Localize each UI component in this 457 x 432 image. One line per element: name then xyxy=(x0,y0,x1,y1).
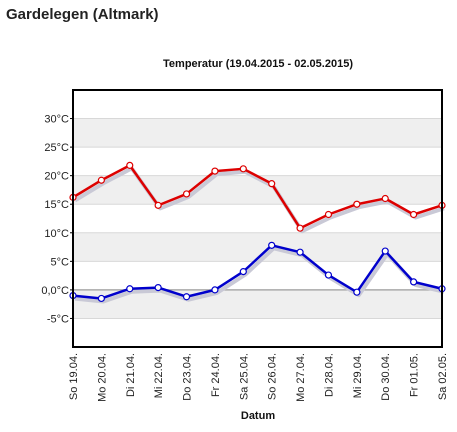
data-point xyxy=(97,176,105,184)
chart-title: Temperatur (19.04.2015 - 02.05.2015) xyxy=(163,58,353,70)
y-tick-label: 15°C xyxy=(44,199,69,211)
data-point xyxy=(324,210,333,219)
plot-frame xyxy=(72,89,443,348)
data-point xyxy=(154,284,162,292)
data-point xyxy=(126,285,134,293)
y-tick-label: 0,0°C xyxy=(41,285,69,297)
y-tick-label: 20°C xyxy=(44,171,69,183)
y-tick-label: 10°C xyxy=(44,228,69,240)
y-tick-label: 30°C xyxy=(44,114,69,126)
series-line xyxy=(72,164,443,230)
data-point xyxy=(211,286,219,294)
x-tick-label: Mi 29.04. xyxy=(352,353,364,398)
series-shadow xyxy=(74,246,445,304)
data-point xyxy=(381,247,389,255)
x-axis-ticks: So 19.04. Mo 20.04. Di 21.04. Mi 22.04. Do 2… xyxy=(68,353,449,402)
y-axis-ticks: 30°C 25°C 20°C 15°C 10°C 5°C 0,0°C -5°C xyxy=(41,114,73,325)
x-tick-label: Do 30.04. xyxy=(380,353,392,401)
x-tick-label: So 19.04. xyxy=(68,353,80,400)
data-point xyxy=(353,200,361,208)
x-tick-label: So 26.04. xyxy=(267,353,279,400)
x-tick-label: Mi 22.04. xyxy=(153,353,165,398)
data-point xyxy=(296,224,304,232)
series-group xyxy=(69,161,446,304)
x-tick-label: Sa 02.05. xyxy=(437,353,449,400)
y-tick-label: -5°C xyxy=(47,313,69,325)
y-tick-label: 5°C xyxy=(51,256,70,268)
data-point xyxy=(154,201,162,209)
data-point xyxy=(410,210,418,219)
data-point xyxy=(239,165,247,173)
data-point xyxy=(268,180,276,188)
data-point xyxy=(97,294,105,303)
x-tick-label: Mo 27.04. xyxy=(295,353,307,402)
data-point xyxy=(182,190,191,198)
series-line xyxy=(72,244,443,300)
data-point xyxy=(239,268,247,276)
data-point xyxy=(296,248,304,256)
x-axis-label: Datum xyxy=(241,410,275,422)
background-band xyxy=(73,204,442,233)
data-point xyxy=(381,194,389,203)
x-tick-label: Fr 01.05. xyxy=(409,353,421,397)
background-band xyxy=(73,289,442,319)
x-tick-label: Fr 24.04. xyxy=(210,353,222,397)
data-point xyxy=(324,271,333,279)
x-tick-label: Do 23.04. xyxy=(182,353,194,401)
background-band xyxy=(73,118,442,148)
page-title: Gardelegen (Altmark) xyxy=(6,6,159,23)
background-band xyxy=(73,90,442,119)
x-tick-label: Di 21.04. xyxy=(125,353,137,397)
data-point xyxy=(410,278,418,286)
background-band xyxy=(73,318,442,347)
x-tick-label: Mo 20.04. xyxy=(96,353,108,402)
x-tick-label: Di 28.04. xyxy=(323,353,335,397)
data-point xyxy=(268,241,276,249)
data-point xyxy=(126,161,134,169)
data-point xyxy=(211,167,219,175)
x-tick-label: Sa 25.04. xyxy=(238,353,250,400)
background-bands xyxy=(73,90,442,347)
data-point xyxy=(182,293,191,301)
data-point xyxy=(353,288,361,296)
y-tick-label: 25°C xyxy=(44,142,69,154)
